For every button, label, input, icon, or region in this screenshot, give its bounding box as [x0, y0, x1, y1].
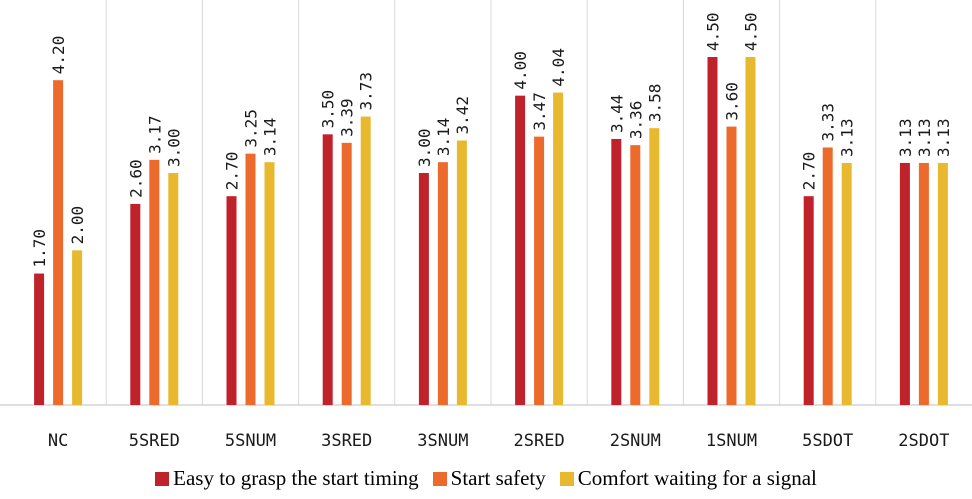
data-label: 3.39: [338, 98, 357, 137]
category-label: 3SRED: [321, 431, 372, 451]
data-label: 3.14: [261, 118, 280, 157]
bar-3sred-series-3: [360, 116, 371, 406]
bar-5sdot-series-2: [822, 147, 833, 406]
category-label: 2SDOT: [898, 431, 949, 451]
bar-5snum-series-3: [264, 162, 275, 405]
legend-label: Easy to grasp the start timing: [173, 466, 419, 490]
bar-3snum-series-2: [437, 162, 448, 405]
bar-2sdot-series-3: [937, 162, 948, 405]
bar-5sred-series-2: [149, 159, 160, 405]
data-label: 4.50: [742, 12, 761, 51]
data-label: 3.25: [242, 109, 261, 148]
category-label: 5SNUM: [225, 431, 276, 451]
data-label: 4.20: [49, 36, 68, 75]
data-label: 3.73: [357, 72, 376, 111]
legend-label: Comfort waiting for a signal: [577, 466, 817, 490]
bar-5snum-series-1: [226, 196, 237, 405]
data-label: 2.70: [223, 152, 242, 191]
data-label: 3.17: [145, 115, 164, 154]
data-label: 4.50: [704, 12, 723, 51]
bar-nc-series-2: [53, 80, 64, 405]
legend-item: Easy to grasp the start timing: [155, 466, 419, 491]
bar-3sred-series-1: [322, 134, 333, 406]
legend-item: Start safety: [432, 466, 546, 491]
bar-1snum-series-3: [745, 57, 756, 405]
bar-2sred-series-1: [515, 95, 526, 406]
legend-label: Start safety: [450, 466, 546, 490]
category-label: 5SRED: [129, 431, 180, 451]
legend-swatch: [559, 471, 574, 486]
data-label: 4.04: [549, 48, 568, 87]
data-label: 3.13: [896, 118, 915, 157]
category-label: 2SNUM: [610, 431, 661, 451]
data-label: 3.00: [164, 128, 183, 167]
data-label: 3.13: [915, 118, 934, 157]
bar-2sred-series-2: [534, 136, 545, 406]
bar-5sdot-series-1: [803, 196, 814, 405]
legend-swatch: [155, 471, 170, 486]
data-label: 3.33: [819, 103, 838, 142]
data-label: 3.50: [319, 90, 338, 129]
category-label: 5SDOT: [802, 431, 853, 451]
data-label: 3.58: [645, 84, 664, 123]
category-label: 1SNUM: [706, 431, 757, 451]
data-label: 4.00: [511, 51, 530, 90]
bar-3sred-series-2: [341, 142, 352, 405]
data-label: 2.70: [800, 152, 819, 191]
data-label: 3.13: [934, 118, 953, 157]
bar-nc-series-3: [72, 250, 83, 405]
bar-2snum-series-3: [649, 128, 660, 405]
data-label: 2.60: [126, 159, 145, 198]
category-label: 3SNUM: [417, 431, 468, 451]
bar-1snum-series-2: [726, 126, 737, 405]
bar-2sdot-series-2: [918, 162, 929, 405]
bar-3snum-series-1: [418, 173, 429, 405]
data-label: 3.44: [607, 94, 626, 133]
bar-2sred-series-3: [553, 92, 564, 405]
legend-item: Comfort waiting for a signal: [559, 466, 817, 491]
bar-2snum-series-1: [611, 138, 622, 405]
data-label: 3.60: [723, 82, 742, 121]
bar-5sred-series-3: [168, 173, 179, 405]
bar-1snum-series-1: [707, 57, 718, 405]
data-label: 3.42: [453, 96, 472, 135]
legend: Easy to grasp the start timing Start safe…: [0, 466, 972, 491]
data-label: 3.47: [530, 92, 549, 131]
bar-5sdot-series-3: [841, 162, 852, 405]
category-label: NC: [48, 431, 68, 451]
bar-2sdot-series-1: [899, 162, 910, 405]
data-label: 3.13: [838, 118, 857, 157]
bar-nc-series-1: [34, 273, 45, 405]
bar-5sred-series-1: [130, 203, 141, 405]
bar-3snum-series-3: [456, 140, 467, 405]
category-label: 2SRED: [514, 431, 565, 451]
bar-5snum-series-2: [245, 153, 256, 405]
data-label: 1.70: [30, 229, 49, 268]
data-label: 2.00: [68, 206, 87, 245]
bar-2snum-series-2: [630, 145, 641, 405]
data-label: 3.14: [434, 118, 453, 157]
data-label: 3.36: [626, 101, 645, 140]
data-label: 3.00: [415, 128, 434, 167]
legend-swatch: [432, 471, 447, 486]
